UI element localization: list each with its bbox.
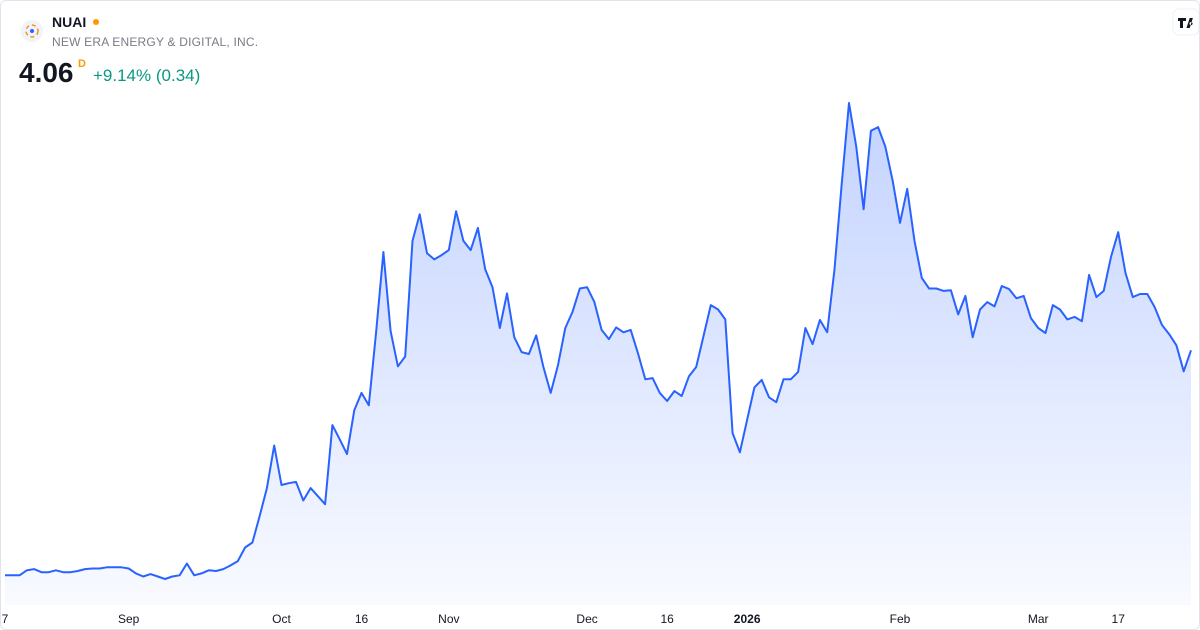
x-tick-label: 2026: [734, 612, 761, 626]
x-tick-label: Dec: [576, 612, 597, 626]
area-fill: [5, 103, 1191, 605]
price-change: +9.14% (0.34): [93, 66, 200, 85]
price: 4.06: [19, 57, 74, 88]
price-line: [5, 102, 1192, 580]
x-tick-label: Sep: [118, 612, 140, 626]
x-tick-label: 16: [660, 612, 674, 626]
market-status-dot: [93, 19, 99, 25]
symbol-logo: [21, 20, 43, 42]
price-flag: D: [78, 58, 86, 70]
x-tick-label: Oct: [272, 612, 291, 626]
x-tick-label: 17: [1112, 612, 1126, 626]
tradingview-logo[interactable]: [1172, 8, 1199, 36]
x-tick-label: 7: [2, 612, 9, 626]
x-tick-label: Nov: [438, 612, 459, 626]
company-name: NEW ERA ENERGY & DIGITAL, INC.: [52, 35, 258, 49]
x-tick-label: Mar: [1028, 612, 1049, 626]
x-tick-label: 16: [355, 612, 369, 626]
symbol: NUAI: [52, 14, 86, 30]
x-tick-label: Feb: [890, 612, 911, 626]
